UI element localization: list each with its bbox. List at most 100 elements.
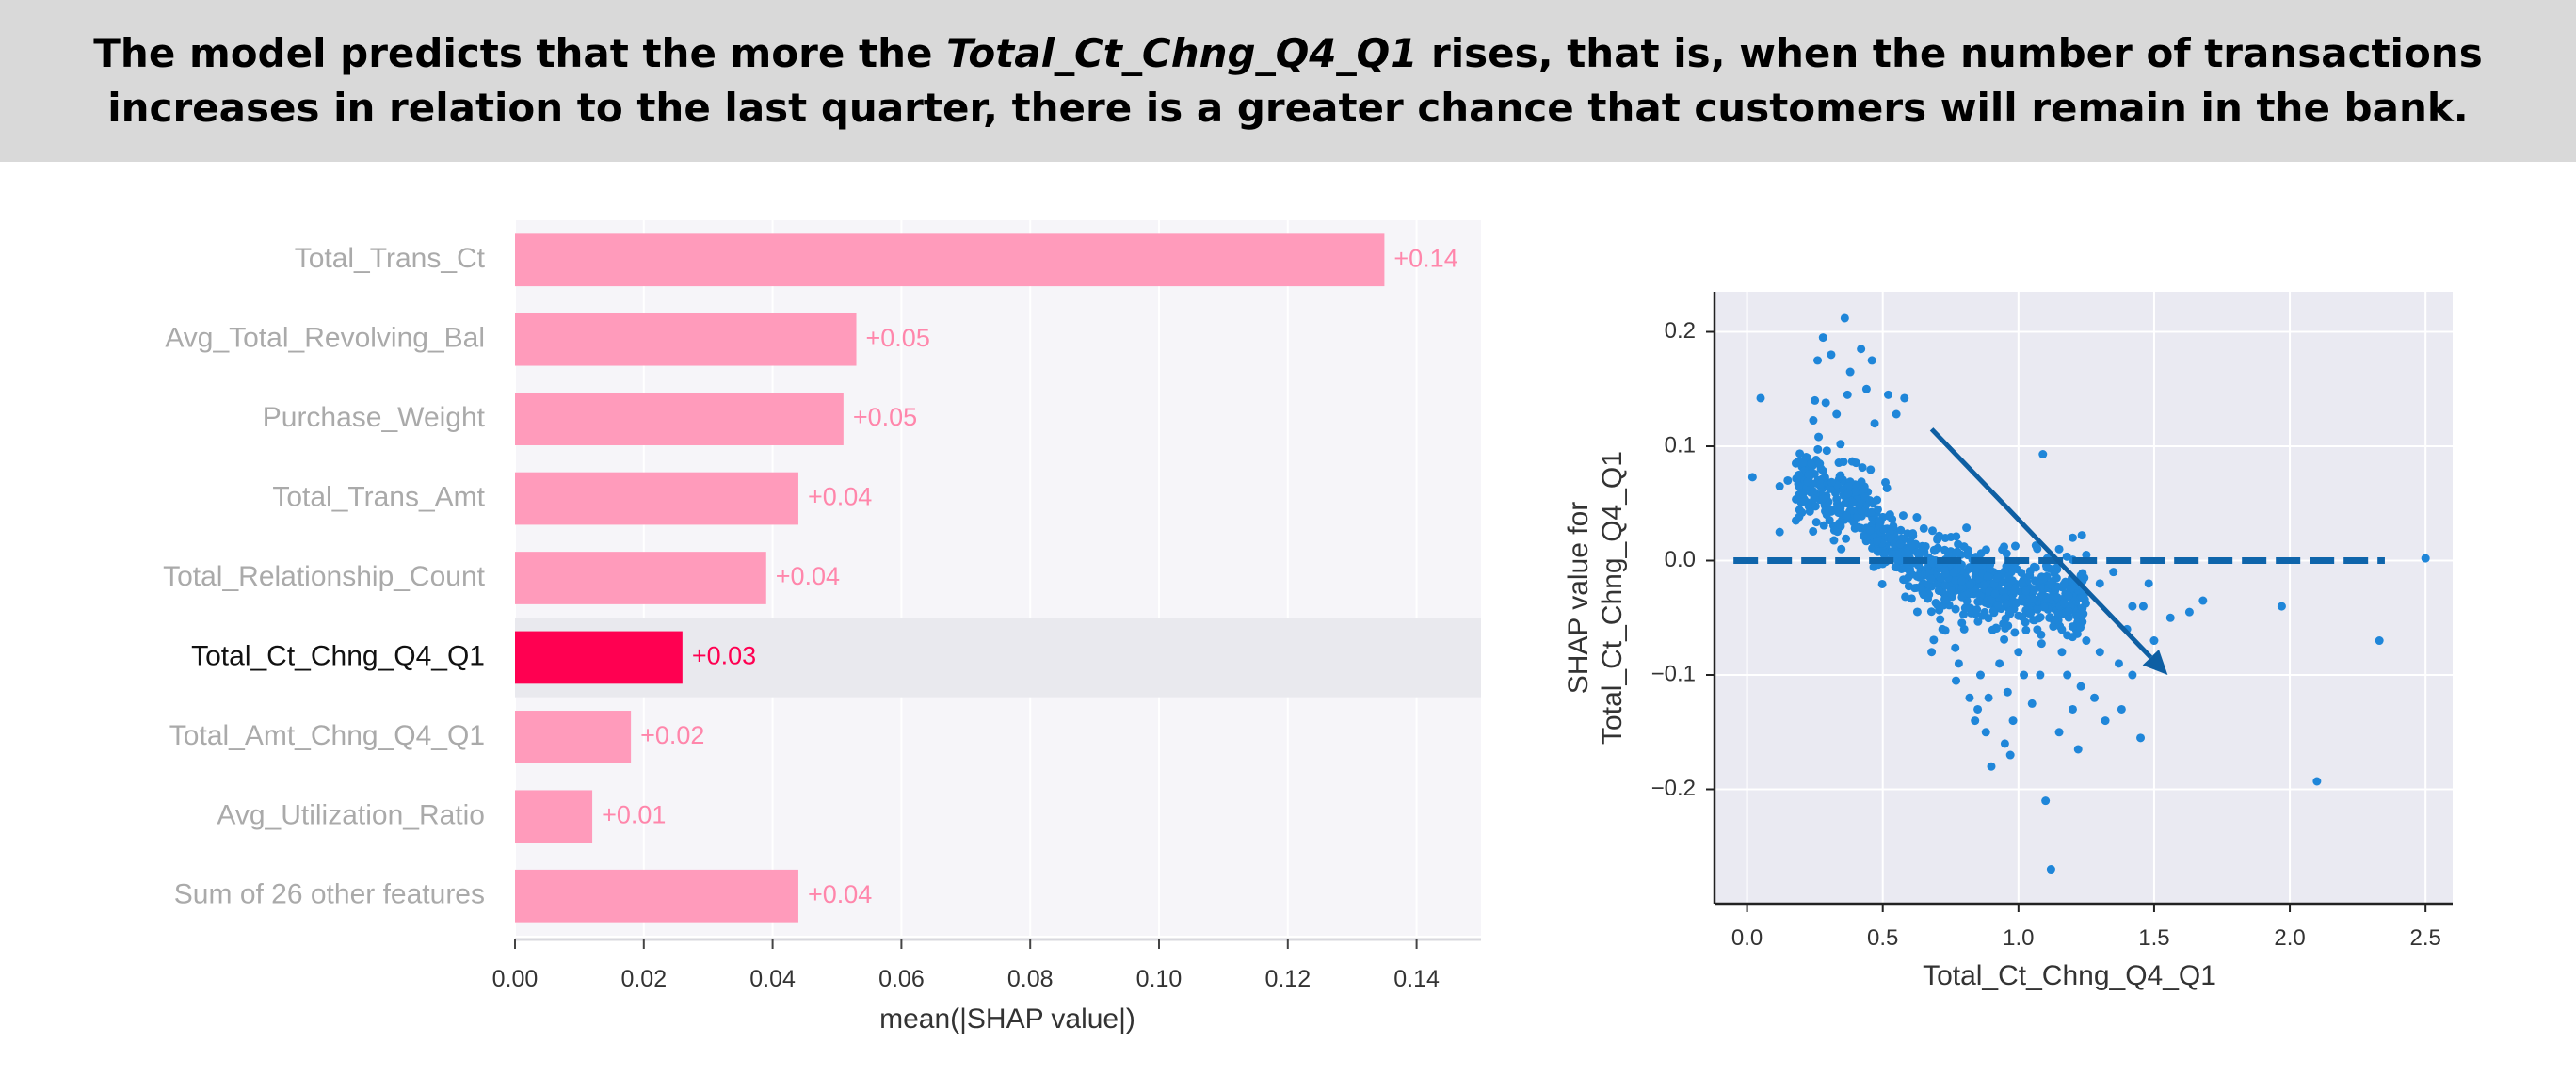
point-2 bbox=[1775, 482, 1784, 491]
cluster-point-187 bbox=[1940, 626, 1950, 635]
point-42 bbox=[2090, 693, 2100, 702]
bar-0 bbox=[515, 233, 1385, 287]
cluster-point-606 bbox=[1795, 506, 1804, 515]
point-51 bbox=[2165, 613, 2175, 622]
trend-arrow-shaft bbox=[1929, 427, 2153, 659]
cluster-point-752 bbox=[1851, 487, 1860, 496]
cluster-point-771 bbox=[1810, 494, 1819, 504]
cluster-point-748 bbox=[1951, 576, 1960, 586]
point-33 bbox=[1987, 762, 1996, 771]
cluster-point-872 bbox=[1848, 498, 1858, 507]
cluster-point-582 bbox=[1954, 539, 1963, 549]
cluster-point-207 bbox=[1936, 615, 1945, 624]
point-48 bbox=[2138, 602, 2148, 611]
category-label-8: Sum of 26 other features bbox=[174, 879, 485, 910]
cluster-point-287 bbox=[1819, 521, 1828, 530]
cluster-point-624 bbox=[2055, 621, 2065, 631]
scatter-y-tick-label-1: −0.1 bbox=[1651, 661, 1696, 686]
point-16 bbox=[1892, 410, 1901, 419]
cluster-point-873 bbox=[2077, 594, 2086, 603]
cluster-point-880 bbox=[1895, 539, 1905, 549]
cluster-point-732 bbox=[1873, 547, 1882, 556]
point-8 bbox=[1827, 350, 1836, 360]
point-60 bbox=[2114, 659, 2123, 668]
point-37 bbox=[2041, 796, 2051, 806]
point-63 bbox=[2312, 777, 2322, 786]
cluster-point-882 bbox=[2004, 571, 2013, 581]
x-tick-label-6: 0.12 bbox=[1264, 966, 1311, 992]
scatter-x-tick-label-5: 2.5 bbox=[2409, 925, 2440, 951]
x-axis-label: mean(|SHAP value|) bbox=[879, 1004, 1135, 1035]
cluster-point-763 bbox=[1816, 479, 1826, 489]
cluster-point-597 bbox=[1815, 459, 1825, 469]
category-label-0: Total_Trans_Ct bbox=[295, 243, 486, 274]
cluster-point-652 bbox=[1822, 446, 1831, 456]
cluster-point-846 bbox=[2033, 544, 2042, 554]
x-tick-label-1: 0.02 bbox=[620, 966, 667, 992]
point-22 bbox=[1775, 527, 1784, 537]
point-62 bbox=[2277, 602, 2286, 611]
cluster-point-864 bbox=[2063, 631, 2072, 640]
cluster-point-655 bbox=[2037, 584, 2046, 593]
cluster-point-825 bbox=[1811, 518, 1821, 527]
headline-feature: Total_Ct_Chng_Q4_Q1 bbox=[946, 30, 1418, 76]
cluster-point-787 bbox=[1809, 416, 1818, 426]
cluster-point-659 bbox=[2077, 531, 2086, 540]
point-50 bbox=[2144, 579, 2153, 588]
cluster-point-750 bbox=[2030, 586, 2039, 595]
point-75 bbox=[2036, 670, 2045, 680]
point-32 bbox=[1981, 728, 1990, 737]
point-41 bbox=[2073, 745, 2083, 754]
point-10 bbox=[1840, 313, 1849, 323]
cluster-point-73 bbox=[1912, 513, 1922, 522]
cluster-point-592 bbox=[1907, 594, 1916, 603]
cluster-point-576 bbox=[1833, 527, 1843, 537]
cluster-point-879 bbox=[1814, 432, 1824, 442]
bar-8 bbox=[515, 869, 798, 923]
point-70 bbox=[1995, 659, 2004, 668]
shap-dependence-scatter: 0.0 0.5 1.0 1.5 2.0 2.5 −0.2 −0.1 0.0 0.1 0.2 Total… bbox=[1563, 292, 2453, 991]
cluster-point-891 bbox=[1827, 477, 1836, 487]
cluster-point-774 bbox=[1803, 477, 1812, 487]
point-0 bbox=[1747, 473, 1757, 482]
point-13 bbox=[1861, 384, 1871, 393]
scatter-y-tick-label-2: 0.0 bbox=[1665, 547, 1696, 572]
cluster-point-844 bbox=[1872, 537, 1881, 546]
cluster-point-711 bbox=[2072, 612, 2082, 621]
cluster-point-192 bbox=[1951, 643, 1960, 652]
value-label-8: +0.04 bbox=[808, 880, 872, 908]
point-44 bbox=[2117, 704, 2126, 714]
point-36 bbox=[2027, 699, 2037, 708]
point-69 bbox=[2014, 648, 2023, 657]
point-81 bbox=[2005, 750, 2015, 760]
point-64 bbox=[2375, 636, 2384, 646]
point-35 bbox=[2008, 716, 2018, 726]
cluster-point-895 bbox=[1978, 611, 1988, 620]
cluster-point-164 bbox=[1882, 483, 1892, 492]
point-14 bbox=[1867, 356, 1876, 365]
point-6 bbox=[1813, 356, 1823, 365]
cluster-point-790 bbox=[1836, 520, 1845, 529]
cluster-point-806 bbox=[1919, 523, 1928, 533]
point-12 bbox=[1857, 345, 1866, 354]
cluster-point-813 bbox=[2017, 569, 2026, 578]
point-56 bbox=[2068, 533, 2077, 542]
cluster-point-885 bbox=[2078, 569, 2087, 578]
cluster-point-808 bbox=[2037, 639, 2046, 649]
cluster-point-765 bbox=[1891, 563, 1900, 572]
cluster-point-539 bbox=[1908, 529, 1918, 538]
point-80 bbox=[1984, 693, 1993, 702]
point-17 bbox=[1900, 393, 1909, 403]
cluster-point-838 bbox=[2064, 606, 2073, 616]
value-label-7: +0.01 bbox=[602, 800, 666, 828]
cluster-point-29 bbox=[1957, 618, 1967, 628]
value-label-0: +0.14 bbox=[1393, 244, 1457, 272]
cluster-point-635 bbox=[1853, 512, 1862, 522]
cluster-point-805 bbox=[1985, 565, 1994, 574]
cluster-point-865 bbox=[1990, 589, 2000, 599]
cluster-point-840 bbox=[1972, 605, 1982, 615]
point-58 bbox=[2095, 579, 2104, 588]
cluster-point-478 bbox=[1877, 579, 1887, 588]
cluster-point-740 bbox=[2036, 613, 2045, 622]
category-label-6: Total_Amt_Chng_Q4_Q1 bbox=[169, 720, 485, 751]
